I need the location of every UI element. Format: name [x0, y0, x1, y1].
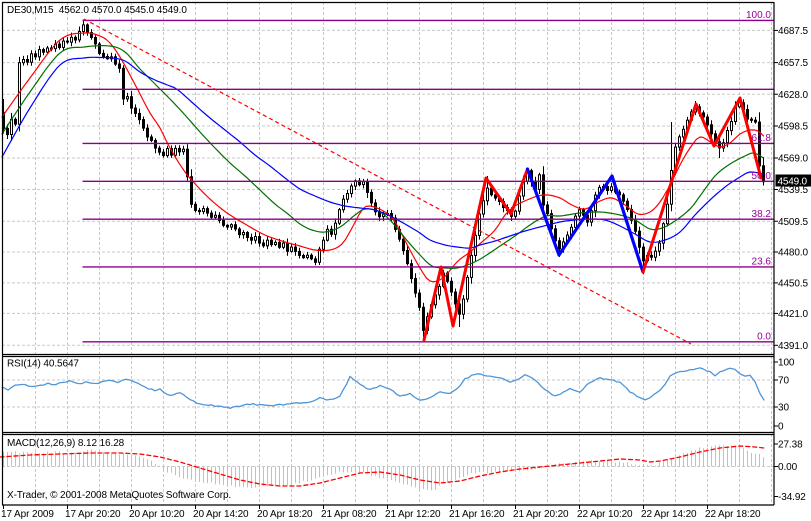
svg-text:20 Apr 14:20: 20 Apr 14:20: [193, 509, 249, 520]
svg-text:20 Apr 18:20: 20 Apr 18:20: [257, 509, 313, 520]
svg-text:4569.0: 4569.0: [778, 154, 809, 165]
svg-text:100: 100: [778, 358, 795, 369]
svg-text:61.8: 61.8: [752, 133, 772, 144]
svg-text:-34.92: -34.92: [778, 492, 806, 503]
svg-text:MACD(12,26,9) 8.12 16.28: MACD(12,26,9) 8.12 16.28: [7, 438, 125, 449]
svg-text:20 Apr 10:20: 20 Apr 10:20: [129, 509, 185, 520]
svg-text:70: 70: [778, 376, 789, 387]
svg-text:4450.5: 4450.5: [778, 279, 809, 290]
svg-text:22 Apr 18:20: 22 Apr 18:20: [705, 509, 761, 520]
svg-text:30: 30: [778, 403, 789, 414]
svg-text:4628.0: 4628.0: [778, 90, 809, 101]
svg-text:4509.5: 4509.5: [778, 217, 809, 228]
svg-text:DE30,M15 4562.0 4570.0 4545.0: DE30,M15 4562.0 4570.0 4545.0 4549.0: [7, 5, 187, 16]
svg-text:4480.0: 4480.0: [778, 248, 809, 259]
svg-text:21 Apr 20:20: 21 Apr 20:20: [513, 509, 569, 520]
svg-text:0.00: 0.00: [778, 462, 798, 473]
svg-text:23.6: 23.6: [752, 257, 772, 268]
svg-text:17 Apr 20:20: 17 Apr 20:20: [65, 509, 121, 520]
svg-text:22 Apr 14:20: 22 Apr 14:20: [641, 509, 697, 520]
svg-text:4391.0: 4391.0: [778, 341, 809, 352]
svg-text:100.0: 100.0: [746, 10, 771, 21]
svg-text:38.2: 38.2: [752, 209, 772, 220]
svg-text:0: 0: [778, 422, 784, 433]
svg-text:4657.5: 4657.5: [778, 58, 809, 69]
svg-text:4421.0: 4421.0: [778, 309, 809, 320]
svg-text:4549.0: 4549.0: [778, 176, 808, 187]
svg-text:4539.5: 4539.5: [778, 185, 809, 196]
svg-text:21 Apr 08:20: 21 Apr 08:20: [321, 509, 377, 520]
svg-text:27.38: 27.38: [778, 440, 803, 451]
svg-text:17 Apr 2009: 17 Apr 2009: [1, 509, 54, 520]
svg-text:4598.5: 4598.5: [778, 122, 809, 133]
svg-text:4687.5: 4687.5: [778, 26, 809, 37]
svg-text:0.0: 0.0: [757, 332, 771, 343]
svg-text:22 Apr 10:20: 22 Apr 10:20: [577, 509, 633, 520]
svg-text:21 Apr 12:20: 21 Apr 12:20: [385, 509, 441, 520]
svg-text:RSI(14) 40.5647: RSI(14) 40.5647: [7, 359, 79, 370]
svg-text:21 Apr 16:20: 21 Apr 16:20: [449, 509, 505, 520]
svg-text:X-Trader, © 2001-2008 MetaQuot: X-Trader, © 2001-2008 MetaQuotes Softwar…: [7, 490, 231, 501]
